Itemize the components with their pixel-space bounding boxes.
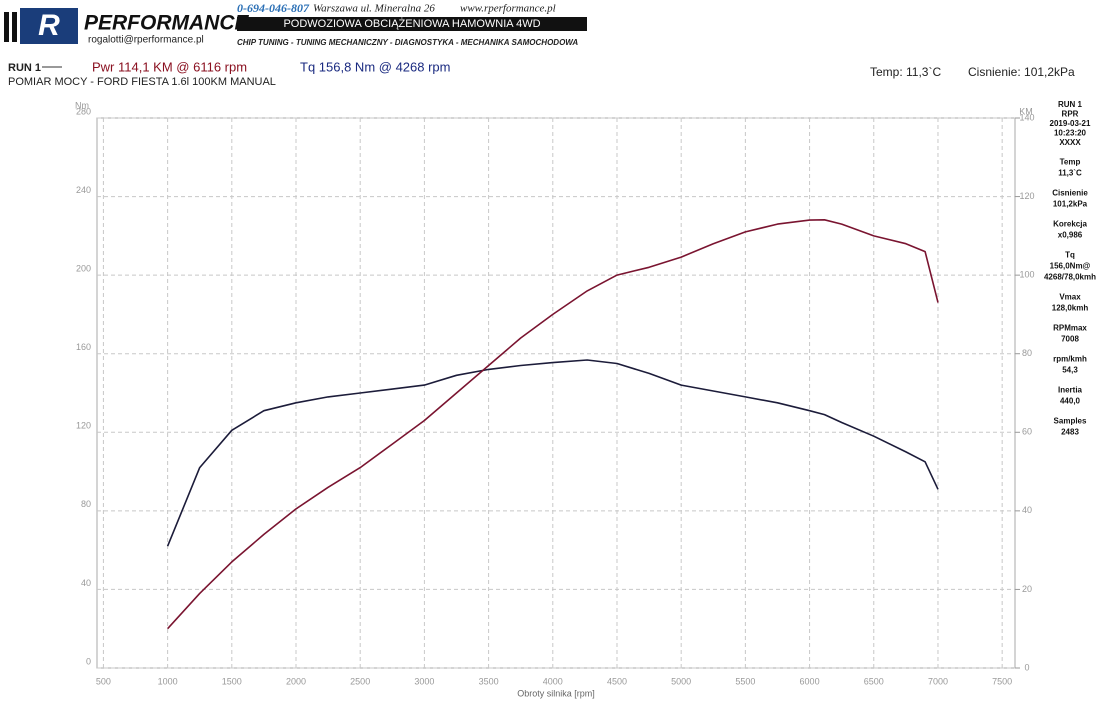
email: rogalotti@rperformance.pl xyxy=(88,35,204,46)
x-tick-label: 4000 xyxy=(543,676,563,686)
y-tick-label: 160 xyxy=(76,342,91,352)
x-tick-label: 7000 xyxy=(928,676,948,686)
x-tick-label: 4500 xyxy=(607,676,627,686)
y-tick-label: 0 xyxy=(86,656,91,666)
y-tick-label: 120 xyxy=(76,421,91,431)
sidebar-value: 440,0 xyxy=(1060,397,1081,406)
sidebar-label: Inertia xyxy=(1058,386,1083,395)
curve xyxy=(167,219,939,630)
services: CHIP TUNING - TUNING MECHANICZNY - DIAGN… xyxy=(237,38,578,47)
sidebar-label: rpm/kmh xyxy=(1053,355,1087,364)
x-tick-label: 3000 xyxy=(414,676,434,686)
y-tick-label: 200 xyxy=(76,264,91,274)
sidebar-label: RPMmax xyxy=(1053,324,1087,333)
sidebar-value: 128,0kmh xyxy=(1052,304,1089,313)
sidebar-label: Tq xyxy=(1065,251,1075,260)
logo: R xyxy=(4,8,78,44)
pressure: Cisnienie: 101,2kPa xyxy=(968,65,1075,79)
sidebar-label: Temp xyxy=(1060,158,1081,167)
y2-tick-label: 0 xyxy=(1024,662,1029,672)
address: Warszawa ul. Mineralna 26 xyxy=(313,3,435,15)
logo-text: PERFORMANCE xyxy=(84,12,249,35)
x-tick-label: 1000 xyxy=(158,676,178,686)
sidebar-head: 10:23:20 xyxy=(1054,129,1087,138)
y2-tick-label: 140 xyxy=(1019,112,1034,122)
y2-tick-label: 120 xyxy=(1019,191,1034,201)
y2-tick-label: 100 xyxy=(1019,270,1034,280)
y-axis-label: Nm xyxy=(75,100,89,110)
phone: 0-694-046-807 xyxy=(237,1,310,15)
run: RUN 1 xyxy=(8,62,41,74)
sidebar-label: Samples xyxy=(1054,417,1087,426)
sidebar-value: 11,3`C xyxy=(1058,169,1082,178)
sidebar-label: Cisnienie xyxy=(1052,189,1088,198)
sidebar-head: 2019-03-21 xyxy=(1050,119,1091,128)
x-axis-label: Obroty silnika [rpm] xyxy=(517,688,595,698)
y2-tick-label: 40 xyxy=(1022,505,1032,515)
y2-tick-label: 60 xyxy=(1022,427,1032,437)
plot-frame xyxy=(96,117,1016,669)
sidebar-value: 101,2kPa xyxy=(1053,200,1088,209)
x-tick-label: 1500 xyxy=(222,676,242,686)
x-tick-label: 5000 xyxy=(671,676,691,686)
y-tick-label: 40 xyxy=(81,578,91,588)
temp: Temp: 11,3`C xyxy=(870,65,941,79)
y-tick-label: 80 xyxy=(81,499,91,509)
sidebar-label: Korekcja xyxy=(1053,220,1087,229)
website: www.rperformance.pl xyxy=(460,3,556,15)
description: POMIAR MOCY - FORD FIESTA 1.6l 100KM MAN… xyxy=(8,76,276,88)
x-tick-label: 6500 xyxy=(864,676,884,686)
y2-tick-label: 80 xyxy=(1022,348,1032,358)
x-tick-label: 500 xyxy=(96,676,111,686)
x-tick-label: 7500 xyxy=(992,676,1012,686)
banner-bg xyxy=(237,17,587,31)
sidebar-head: XXXX xyxy=(1059,138,1081,147)
y-tick-label: 240 xyxy=(76,185,91,195)
torque-summary: Tq 156,8 Nm @ 4268 rpm xyxy=(300,59,450,74)
sidebar-value: 156,0Nm@ xyxy=(1050,262,1091,271)
sidebar-value: 7008 xyxy=(1061,335,1079,344)
sidebar-value: 4268/78,0kmh xyxy=(1044,273,1096,282)
curve xyxy=(166,359,939,547)
y2-tick-label: 20 xyxy=(1022,584,1032,594)
sidebar-label: Vmax xyxy=(1059,293,1081,302)
x-tick-label: 3500 xyxy=(479,676,499,686)
banner: PODWOZIOWA OBCIĄŻENIOWA HAMOWNIA 4WD xyxy=(283,17,540,30)
sidebar-head: RPR xyxy=(1062,110,1079,119)
y-tick-label: 280 xyxy=(76,106,91,116)
x-tick-label: 2500 xyxy=(350,676,370,686)
x-tick-label: 6000 xyxy=(800,676,820,686)
y2-axis-label: KM xyxy=(1019,106,1033,116)
sidebar-head: RUN 1 xyxy=(1058,100,1083,109)
sidebar-value: 2483 xyxy=(1061,428,1079,437)
x-tick-label: 5500 xyxy=(735,676,755,686)
x-tick-label: 2000 xyxy=(286,676,306,686)
power-summary: Pwr 114,1 KM @ 6116 rpm xyxy=(92,59,247,74)
sidebar-value: 54,3 xyxy=(1062,366,1078,375)
sidebar-value: x0,986 xyxy=(1058,231,1083,240)
svg-text:R: R xyxy=(38,9,60,42)
